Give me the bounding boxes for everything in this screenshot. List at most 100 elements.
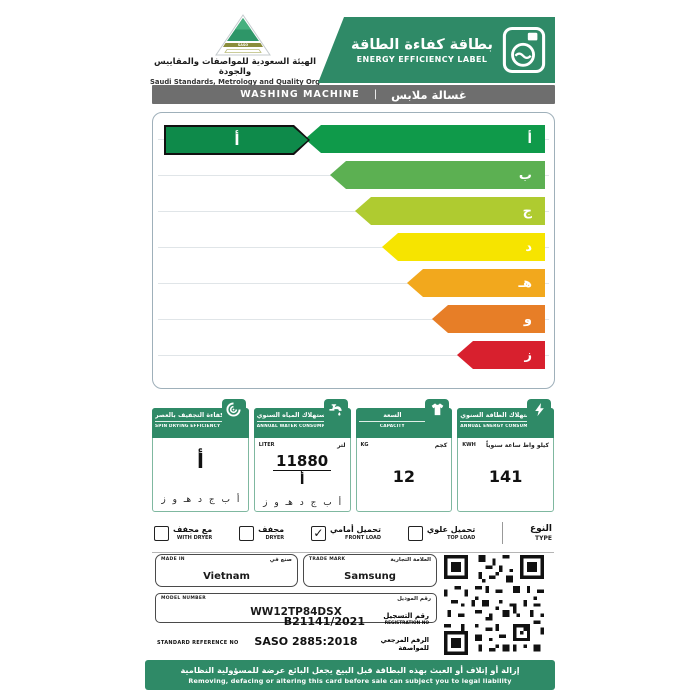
grade-letter: هـ (518, 275, 532, 291)
product-name-arabic: غسالة ملابس (391, 87, 467, 102)
energy-efficiency-label: SASO الهيئة السعودية للمواصفات والمقاييس… (145, 14, 555, 690)
option-label-english: TOP LOAD (447, 535, 476, 541)
option-top-load: تحميل علوي TOP LOAD (407, 525, 476, 541)
option-front-load: ✓ تحميل أمامي FRONT LOAD (310, 525, 381, 541)
trademark-label-arabic: العلامة التجارية (390, 557, 431, 563)
type-heading-english: TYPE (535, 535, 552, 542)
product-bar-divider: | (373, 89, 378, 100)
scale-guide-line (158, 247, 549, 248)
option-with-dryer: مع مجفف WITH DRYER (154, 525, 212, 541)
unit-row: KWH كيلو واط ساعة سنوياً (458, 439, 553, 449)
checkmark-icon: ✓ (313, 526, 324, 540)
card-body: أ أ ب ج د هـ و ز (153, 439, 248, 511)
grade-letter: ز (524, 347, 532, 363)
type-heading: النوع TYPE (530, 524, 552, 542)
card-title-english: ANNUAL ENERGY CONSUMPTION (460, 424, 528, 429)
scale-arrow-grade-d: د (382, 233, 545, 261)
model-number-value: WW12TP84DSX (250, 606, 342, 618)
type-divider (502, 522, 504, 544)
card-title-arabic: استهلاك المياه السنوي (256, 412, 325, 422)
scale-arrow-grade-c: ج (355, 197, 545, 225)
trademark-value: Samsung (344, 571, 396, 582)
water-grade-value: أ (299, 472, 305, 488)
qr-code (438, 555, 550, 655)
registration-label-arabic: رقم التسجيل (383, 612, 429, 620)
standard-reference-value: SASO 2885:2018 (254, 635, 358, 648)
scale-arrow-grade-f: و (432, 305, 545, 333)
shirt-icon (431, 403, 444, 416)
card-icon-tab (527, 399, 551, 427)
top-load-checkbox (407, 525, 423, 541)
org-name: الهيئة السعودية للمواصفات والمقاييس والج… (137, 57, 333, 86)
unit-row: LITER لتر (255, 439, 350, 449)
legal-notice-english: Removing, defacing or altering this card… (188, 677, 512, 685)
org-name-english: Saudi Standards, Metrology and Quality O… (150, 78, 320, 86)
rating-indicator-arrow: أ (164, 125, 310, 155)
card-body: KG كجم 12 (357, 439, 452, 511)
dryer-checkbox (239, 525, 255, 541)
svg-text:SASO: SASO (238, 43, 249, 47)
card-title-english: CAPACITY (379, 424, 405, 429)
unit-english: KG (360, 442, 369, 448)
option-label: مجفف DRYER (258, 525, 284, 541)
registration-label: رقم التسجيل REGISTRATION NO (369, 612, 429, 626)
made-in-label-english: MADE IN (161, 557, 185, 562)
washing-machine-icon (502, 26, 546, 74)
option-label-arabic: تحميل علوي (426, 525, 476, 534)
metric-cards: فئة كفاءة التجفيف بالعصر SPIN DRYING EFF… (152, 398, 554, 512)
scale-arrow-grade-e: هـ (407, 269, 545, 297)
unit-english: LITER (258, 442, 275, 448)
made-in-label-arabic: صنع في (269, 557, 292, 563)
grade-letter: أ (527, 131, 532, 147)
legal-notice-arabic: إزالة أو إتلاف أو العبث بهذه البطاقة قبل… (180, 665, 520, 675)
front-load-checkbox-checked: ✓ (310, 525, 326, 541)
registration-label-english: REGISTRATION NO (384, 621, 429, 626)
made-in-box: MADE IN صنع في Vietnam (155, 554, 298, 587)
qr-code-image (444, 555, 544, 655)
grade-scale-letters: أ ب ج د هـ و ز (263, 498, 342, 508)
scale-guide-line (158, 319, 549, 320)
card-icon-tab (221, 399, 246, 427)
scale-arrow-grade-g: ز (457, 341, 545, 369)
card-title-english: SPIN DRYING EFFICIENCY CLASS (155, 424, 223, 429)
scale-guide-line (158, 283, 549, 284)
saso-triangle-icon: SASO (215, 14, 271, 56)
option-label-english: FRONT LOAD (345, 535, 382, 541)
efficiency-scale-panel: أ ب ج د هـ و ز أ (152, 112, 555, 389)
model-label-arabic: رقم الموديل (397, 596, 431, 602)
option-label: تحميل أمامي FRONT LOAD (330, 525, 381, 541)
label-title-banner: بطاقة كفاءة الطاقة ENERGY EFFICIENCY LAB… (318, 17, 555, 83)
trademark-box: TRADE MARK العلامة التجارية Samsung (303, 554, 437, 587)
grade-letter: ج (522, 203, 532, 219)
card-title-english: ANNUAL WATER CONSUMPTION (256, 424, 325, 429)
card-title-arabic: السعة (358, 412, 427, 422)
label-title: بطاقة كفاءة الطاقة ENERGY EFFICIENCY LAB… (351, 37, 493, 64)
with-dryer-checkbox (154, 525, 169, 541)
option-label-english: DRYER (265, 535, 285, 541)
model-label-english: MODEL NUMBER (161, 596, 207, 601)
card-water-consumption: استهلاك المياه السنوي ANNUAL WATER CONSU… (253, 399, 351, 512)
unit-english: KWH (462, 442, 476, 448)
unit-arabic: لتر (337, 442, 346, 449)
grade-letter: و (523, 311, 532, 327)
option-label-english: WITH DRYER (176, 535, 213, 541)
card-icon-tab (323, 399, 348, 427)
grade-letter: د (525, 239, 532, 255)
standard-reference-label-arabic: الرقم المرجعي للمواصفة (380, 636, 429, 652)
bolt-icon (534, 402, 544, 417)
scale-arrow-grade-b: ب (330, 161, 545, 189)
scale-guide-line (158, 355, 549, 356)
card-body: LITER لتر 11880 أ أ ب ج د هـ و ز (255, 439, 350, 511)
spin-icon (226, 402, 241, 417)
scale-arrow-grade-a: أ (305, 125, 545, 153)
rating-indicator-letter: أ (166, 127, 308, 153)
card-title-arabic: استهلاك الطاقة السنوي (460, 412, 528, 422)
unit-row: KG كجم (357, 439, 452, 449)
unit-arabic: كيلو واط ساعة سنوياً (486, 442, 549, 449)
capacity-value: 12 (392, 467, 415, 486)
option-label-arabic: مع مجفف (173, 525, 213, 534)
trademark-label-english: TRADE MARK (309, 557, 346, 562)
unit-arabic: كجم (434, 442, 448, 449)
grade-letter: ب (518, 167, 532, 183)
card-title-arabic: فئة كفاءة التجفيف بالعصر (155, 412, 223, 422)
